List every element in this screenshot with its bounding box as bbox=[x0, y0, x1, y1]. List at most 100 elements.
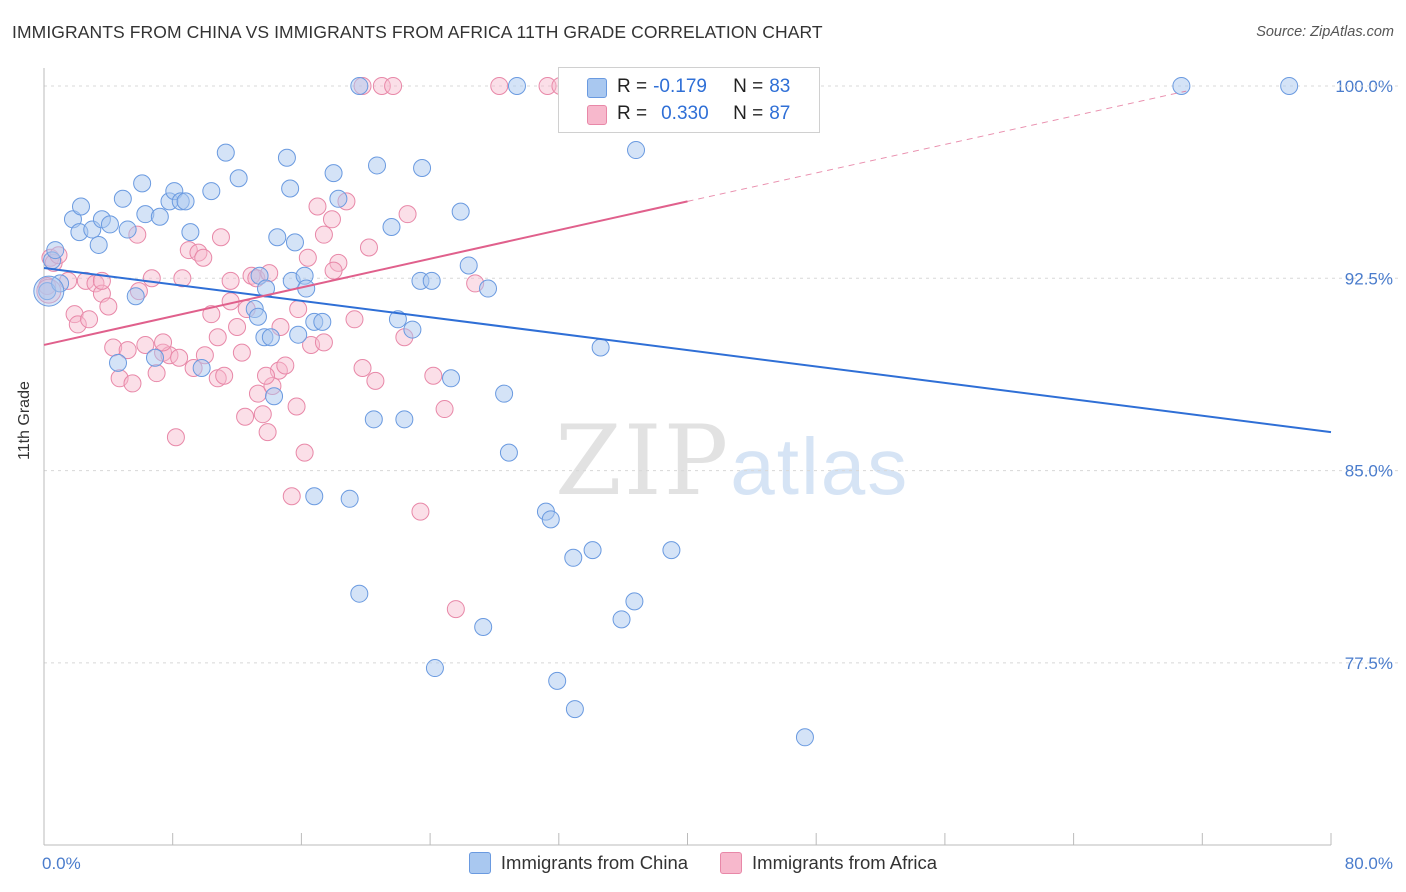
china-point bbox=[261, 328, 280, 347]
legend-label-china: Immigrants from China bbox=[500, 852, 689, 873]
africa-point bbox=[359, 238, 378, 257]
y-tick-label: 92.5% bbox=[1345, 269, 1393, 288]
stats-legend: R = -0.179 N = 83 R = 0.330 N = 87 bbox=[558, 67, 820, 133]
legend-swatch-china-bottom bbox=[468, 852, 491, 874]
china-point bbox=[281, 179, 300, 198]
africa-point bbox=[314, 225, 333, 244]
africa-point bbox=[99, 297, 118, 316]
legend-item-china[interactable]: Immigrants from China bbox=[468, 852, 689, 874]
china-point bbox=[289, 325, 308, 344]
legend-r-label: R = bbox=[617, 103, 648, 124]
africa-point bbox=[215, 366, 234, 385]
china-point bbox=[109, 353, 128, 372]
china-point bbox=[268, 228, 287, 247]
china-point bbox=[133, 174, 152, 193]
legend-r-value-africa: 0.330 bbox=[661, 103, 709, 124]
china-point bbox=[277, 148, 296, 167]
legend-swatch-africa-bottom bbox=[720, 852, 743, 874]
china-point bbox=[1172, 76, 1191, 95]
china-point bbox=[150, 207, 169, 226]
africa-point bbox=[322, 210, 341, 229]
africa-point bbox=[298, 248, 317, 267]
china-point bbox=[33, 275, 65, 307]
china-point bbox=[388, 310, 407, 329]
china-point bbox=[248, 307, 267, 326]
africa-point bbox=[202, 305, 221, 324]
africa-point bbox=[258, 423, 277, 442]
china-point bbox=[216, 143, 235, 162]
china-point bbox=[474, 618, 493, 637]
africa-point bbox=[68, 315, 87, 334]
africa-point bbox=[170, 348, 189, 367]
africa-trend-extension bbox=[687, 90, 1187, 202]
africa-point bbox=[211, 228, 230, 247]
watermark-atlas: atlas bbox=[730, 422, 910, 511]
legend-row-africa: R = 0.330 N = 87 bbox=[617, 103, 790, 125]
africa-point bbox=[136, 335, 155, 354]
china-point bbox=[72, 197, 91, 216]
y-tick-label: 85.0% bbox=[1345, 462, 1393, 481]
africa-point bbox=[232, 343, 251, 362]
africa-point bbox=[189, 243, 208, 262]
china-point bbox=[51, 274, 70, 293]
china-point bbox=[118, 220, 137, 239]
africa-point bbox=[173, 269, 192, 288]
china-point bbox=[324, 164, 343, 183]
china-point bbox=[176, 192, 195, 211]
china-point bbox=[479, 279, 498, 298]
china-point bbox=[368, 156, 387, 175]
legend-item-africa[interactable]: Immigrants from Africa bbox=[720, 852, 937, 874]
china-point bbox=[113, 189, 132, 208]
legend-n-label: N = bbox=[733, 103, 764, 124]
china-point bbox=[583, 541, 602, 560]
china-point bbox=[627, 141, 646, 160]
china-point bbox=[459, 256, 478, 275]
africa-point bbox=[142, 269, 161, 288]
y-tick-label: 77.5% bbox=[1345, 654, 1393, 673]
china-point bbox=[425, 659, 444, 678]
china-point bbox=[565, 700, 584, 719]
legend-swatch-africa bbox=[587, 105, 607, 125]
x-tick-label: 80.0% bbox=[1345, 854, 1393, 873]
africa-point bbox=[147, 364, 166, 383]
series-china-points bbox=[33, 76, 1299, 747]
chart-title: IMMIGRANTS FROM CHINA VS IMMIGRANTS FROM… bbox=[12, 22, 823, 42]
series-africa-points bbox=[36, 76, 654, 619]
legend-row-china: R = -0.179 N = 83 bbox=[617, 76, 790, 98]
africa-point bbox=[353, 359, 372, 378]
china-point bbox=[126, 287, 145, 306]
china-point bbox=[202, 182, 221, 201]
africa-point bbox=[366, 371, 385, 390]
china-point bbox=[591, 338, 610, 357]
china-point bbox=[422, 271, 441, 290]
africa-point bbox=[289, 300, 308, 319]
legend-r-value-china: -0.179 bbox=[653, 76, 707, 97]
africa-point bbox=[411, 502, 430, 521]
china-point bbox=[495, 384, 514, 403]
africa-point bbox=[276, 356, 295, 375]
legend-label-africa: Immigrants from Africa bbox=[752, 852, 938, 873]
africa-point bbox=[208, 328, 227, 347]
legend-n-value-china: 83 bbox=[769, 76, 791, 97]
africa-point bbox=[236, 407, 255, 426]
y-tick-label: 100.0% bbox=[1335, 77, 1393, 96]
china-point bbox=[564, 548, 583, 567]
legend-r-label: R = bbox=[617, 76, 648, 97]
china-point bbox=[313, 312, 332, 331]
africa-point bbox=[398, 205, 417, 224]
watermark-zip: ZIP bbox=[555, 405, 731, 517]
africa-point bbox=[221, 271, 240, 290]
china-point bbox=[181, 223, 200, 242]
china-point bbox=[350, 584, 369, 603]
africa-point bbox=[538, 76, 557, 95]
legend-swatch-china bbox=[587, 78, 607, 98]
africa-point bbox=[308, 197, 327, 216]
africa-point bbox=[123, 374, 142, 393]
africa-point bbox=[166, 428, 185, 447]
china-trend-line bbox=[43, 267, 1332, 434]
china-point bbox=[89, 235, 108, 254]
china-point bbox=[413, 159, 432, 178]
africa-point bbox=[257, 366, 276, 385]
x-tick-label: 0.0% bbox=[42, 854, 81, 873]
china-point bbox=[612, 610, 631, 629]
